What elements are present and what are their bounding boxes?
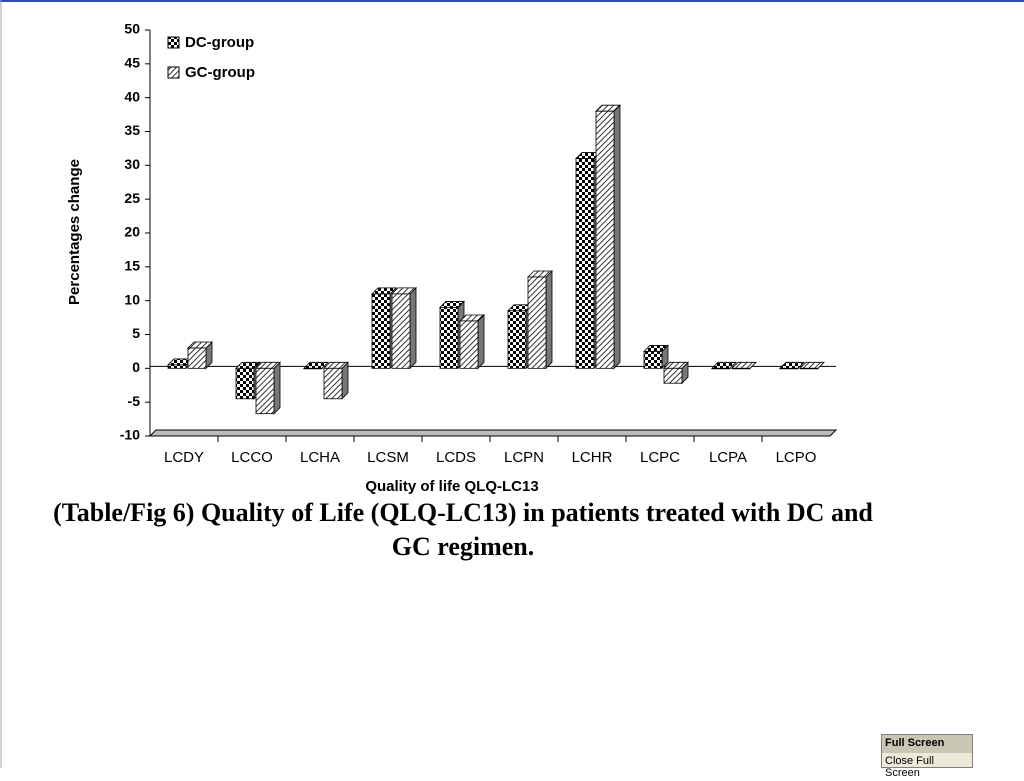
bar-front: [643, 351, 663, 369]
bar: [595, 104, 621, 370]
bar-side: [477, 314, 485, 370]
x-tick-label: LCHR: [572, 449, 613, 466]
bar: [303, 361, 329, 370]
y-tick-label: 0: [132, 359, 140, 375]
bar-front: [303, 367, 323, 370]
bar: [643, 344, 669, 370]
legend-label: GC-group: [185, 64, 255, 81]
x-tick-label: LCCO: [231, 449, 273, 466]
toolbar-item[interactable]: Close Full Screen: [885, 755, 934, 779]
legend-swatch: [167, 66, 180, 79]
y-tick-label: 25: [124, 190, 140, 206]
x-tick-label: LCSM: [367, 449, 409, 466]
bar-front: [187, 347, 207, 369]
y-tick-label: 40: [124, 88, 140, 104]
x-tick-label: LCDY: [164, 449, 204, 466]
x-tick-label: LCPC: [640, 449, 680, 466]
x-tick-label: LCPA: [709, 449, 747, 466]
bar-front: [323, 367, 343, 400]
y-tick-label: 45: [124, 55, 140, 71]
bar: [527, 270, 553, 370]
toolbar-title[interactable]: Full Screen: [882, 735, 972, 753]
bar: [323, 361, 349, 400]
bar: [391, 286, 417, 370]
bar-front: [731, 367, 751, 370]
bar-front: [595, 110, 615, 369]
bar-front: [255, 367, 275, 415]
bar: [731, 361, 757, 370]
y-tick-label: -10: [120, 427, 140, 443]
x-tick-label: LCHA: [300, 449, 340, 466]
bar: [187, 341, 213, 370]
x-tick-label: LCDS: [436, 449, 476, 466]
y-tick-label: 30: [124, 156, 140, 172]
legend-swatch: [167, 36, 180, 49]
bar-front: [439, 307, 459, 369]
bar-front: [663, 367, 683, 384]
bar-front: [167, 364, 187, 369]
y-axis-title: Percentages change: [66, 159, 83, 305]
bar-front: [711, 367, 731, 370]
bar-front: [527, 276, 547, 369]
bar-side: [613, 104, 621, 370]
y-tick-label: 10: [124, 291, 140, 307]
y-tick-label: 20: [124, 224, 140, 240]
bar-front: [779, 367, 799, 370]
toolbar: Full Screen Close Full Screen: [881, 734, 973, 779]
bar-front: [235, 367, 255, 400]
bar-front: [507, 310, 527, 369]
bar-front: [459, 320, 479, 369]
y-tick-label: 50: [124, 21, 140, 37]
y-tick-label: -5: [128, 393, 141, 409]
bar: [711, 361, 737, 370]
bar-front: [799, 367, 819, 370]
y-tick-label: 5: [132, 325, 140, 341]
caption: (Table/Fig 6) Quality of Life (QLQ-LC13)…: [53, 498, 873, 561]
bar-front: [391, 293, 411, 369]
bar: [799, 361, 825, 370]
bar: [255, 361, 281, 415]
bar-front: [371, 293, 391, 369]
bar: [779, 361, 805, 370]
legend-label: DC-group: [185, 34, 254, 51]
bar-front: [575, 158, 595, 369]
y-tick-label: 35: [124, 122, 140, 138]
x-axis-floor: [148, 429, 838, 437]
bar: [459, 314, 485, 370]
bar: [663, 361, 689, 385]
bar-side: [409, 286, 417, 370]
x-axis-title: Quality of life QLQ-LC13: [365, 478, 538, 495]
y-tick-label: 15: [124, 258, 140, 274]
x-tick-label: LCPO: [776, 449, 817, 466]
bar-side: [545, 270, 553, 370]
x-tick-label: LCPN: [504, 449, 544, 466]
bar-side: [273, 361, 281, 415]
